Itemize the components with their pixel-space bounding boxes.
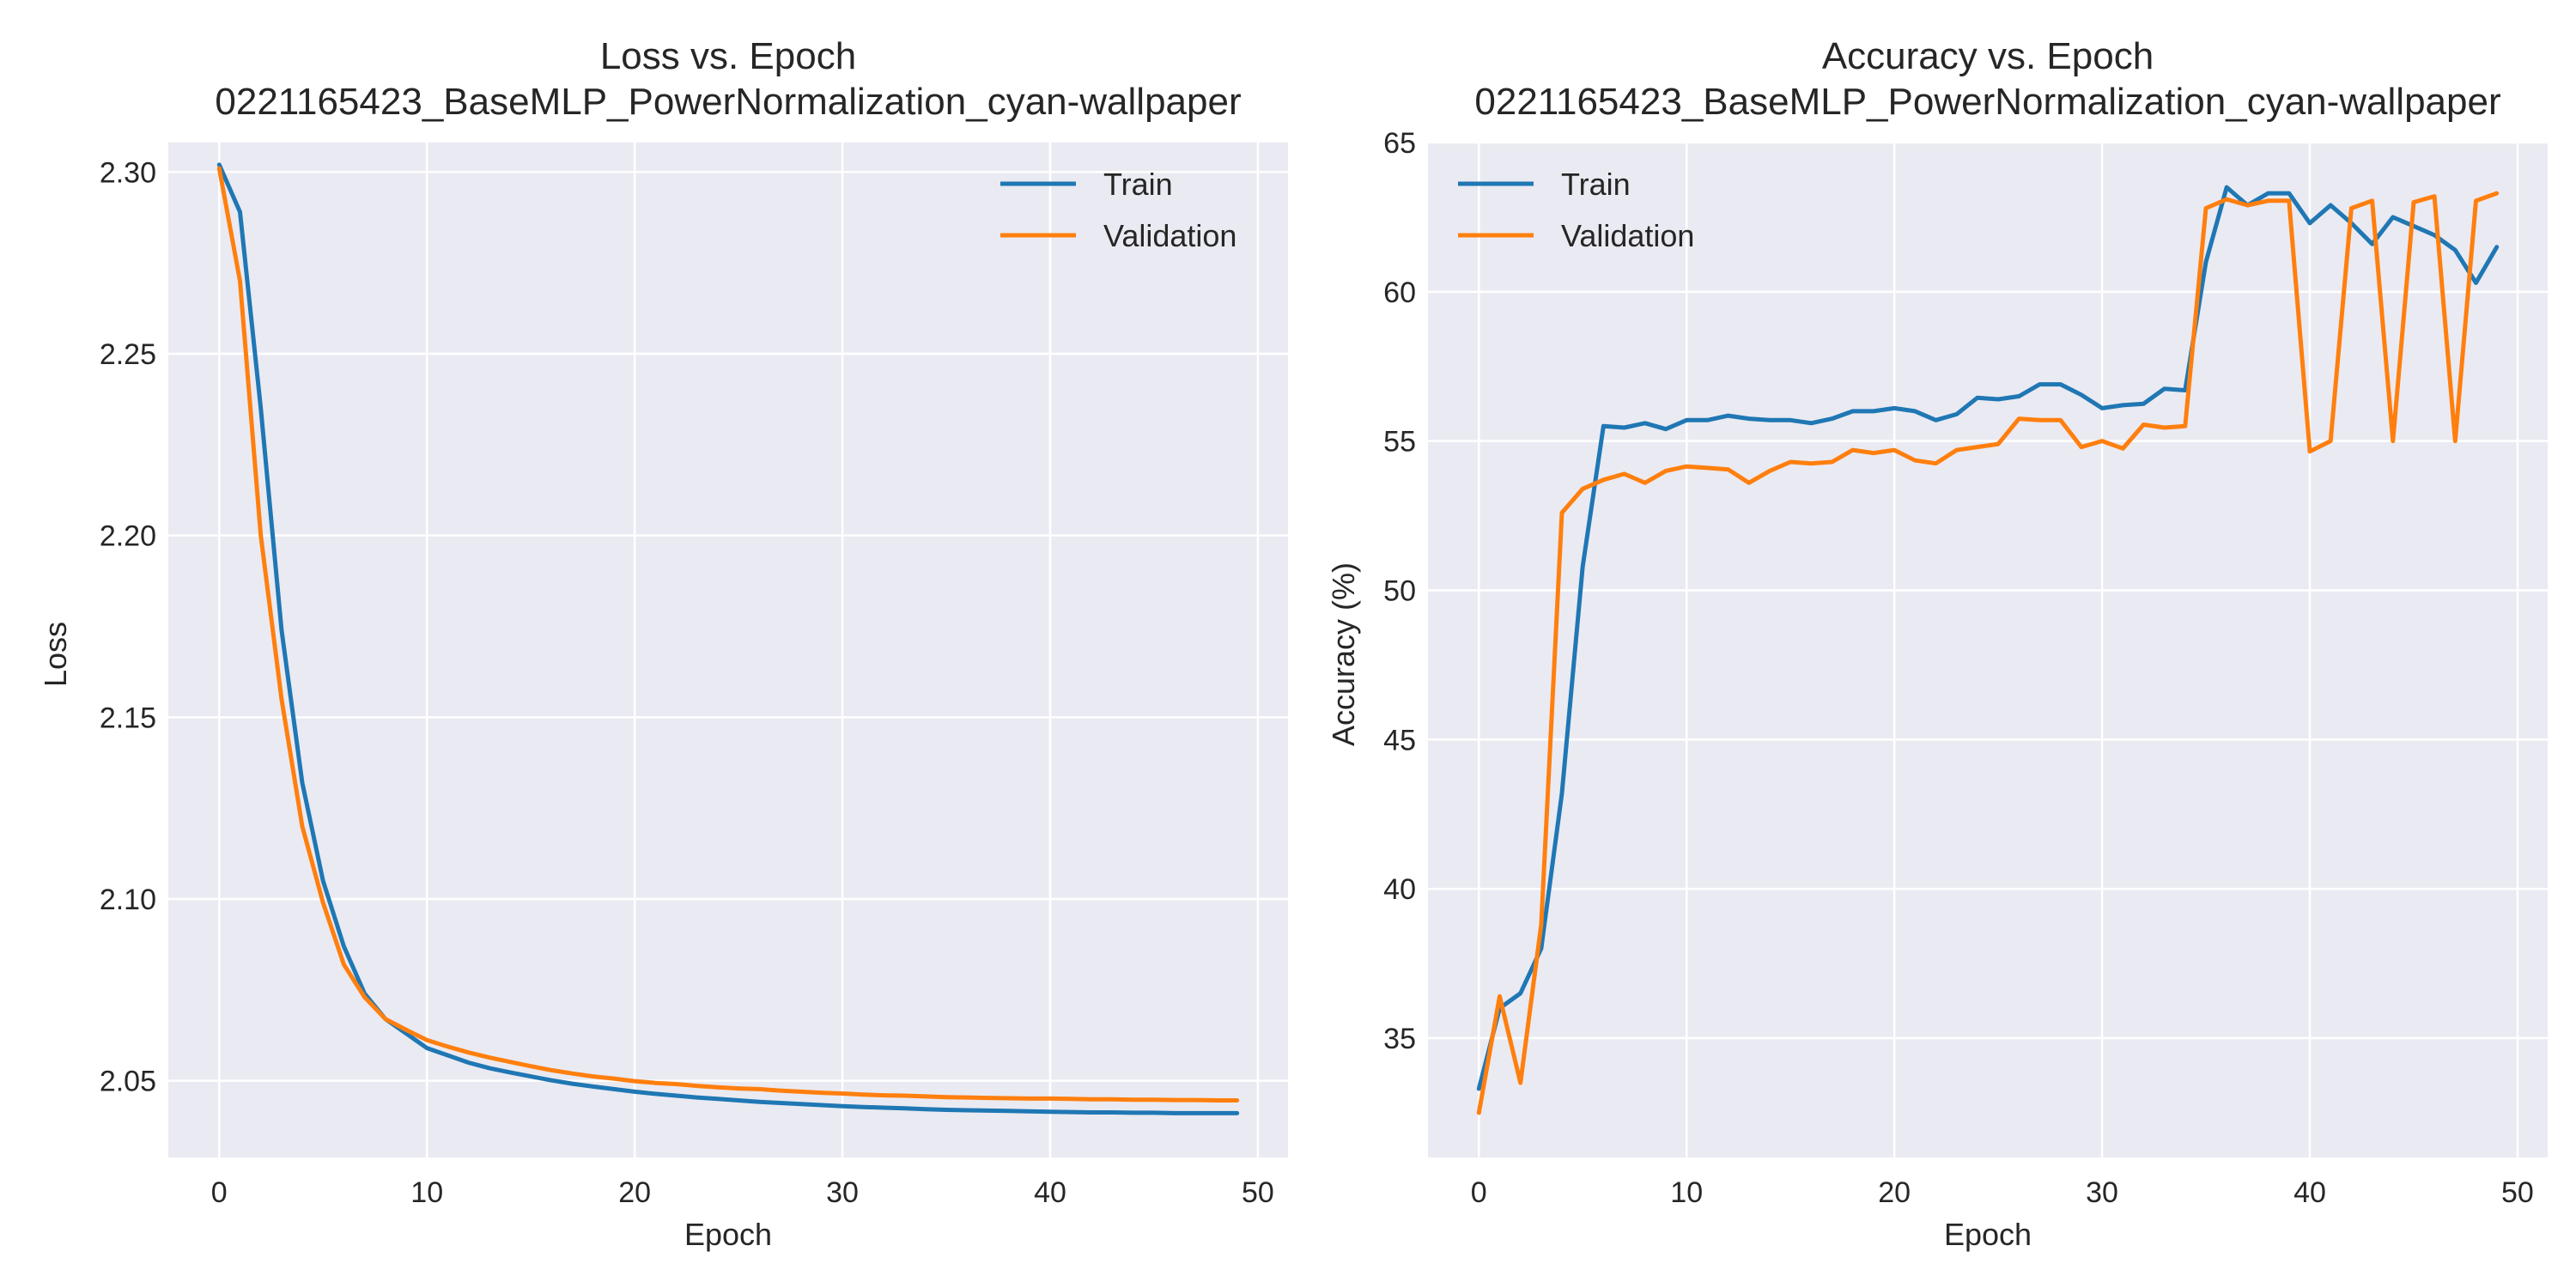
accuracy-y-tick-label: 65 — [1383, 127, 1416, 160]
accuracy-x-tick-labels: 0 10 20 30 40 50 — [1471, 1176, 2534, 1209]
loss-series-layer — [216, 162, 1240, 1115]
accuracy-x-tick-label: 30 — [2086, 1176, 2118, 1209]
accuracy-y-tick-labels: 35 40 45 50 55 60 65 — [1383, 127, 1416, 1055]
loss-y-tick-label: 2.05 — [100, 1066, 156, 1098]
legend-label-train: Train — [1103, 167, 1173, 202]
accuracy-validation-line — [1476, 191, 2500, 1115]
accuracy-chart-title: Accuracy vs. Epoch — [1822, 35, 2154, 77]
accuracy-train-line — [1476, 185, 2500, 1091]
loss-x-tick-label: 30 — [826, 1176, 859, 1209]
loss-x-tick-label: 40 — [1034, 1176, 1066, 1209]
loss-x-tick-label: 50 — [1242, 1176, 1274, 1209]
loss-y-axis-label: Loss — [38, 622, 73, 687]
accuracy-x-tick-label: 0 — [1471, 1176, 1487, 1209]
loss-y-tick-labels: 2.05 2.10 2.15 2.20 2.25 2.30 — [100, 156, 156, 1097]
loss-x-tick-label: 10 — [410, 1176, 443, 1209]
loss-chart: 0 10 20 30 40 50 2.05 2.10 2.15 2.20 2.25 2.30 Los… — [38, 35, 1288, 1252]
accuracy-x-tick-label: 50 — [2501, 1176, 2534, 1209]
legend-label-validation: Validation — [1103, 218, 1236, 253]
accuracy-y-tick-label: 35 — [1383, 1023, 1416, 1055]
loss-validation-line — [216, 166, 1240, 1103]
loss-x-tick-label: 20 — [618, 1176, 651, 1209]
accuracy-plot-area — [1428, 143, 2548, 1157]
accuracy-y-tick-label: 55 — [1383, 426, 1416, 459]
loss-x-axis-label: Epoch — [684, 1217, 772, 1252]
loss-x-tick-label: 0 — [211, 1176, 228, 1209]
accuracy-grid — [1428, 141, 2548, 1157]
loss-y-tick-label: 2.15 — [100, 702, 156, 734]
loss-plot-area — [168, 143, 1288, 1157]
accuracy-chart: 0 10 20 30 40 50 35 40 45 50 55 60 65 Accuracy vs. … — [1326, 35, 2548, 1252]
accuracy-chart-subtitle: 0221165423_BaseMLP_PowerNormalization_cy… — [1474, 81, 2500, 123]
accuracy-legend: Train Validation — [1458, 167, 1694, 253]
loss-y-tick-label: 2.20 — [100, 520, 156, 553]
accuracy-x-axis-label: Epoch — [1944, 1217, 2032, 1252]
accuracy-y-tick-label: 60 — [1383, 276, 1416, 309]
accuracy-x-tick-label: 10 — [1670, 1176, 1703, 1209]
loss-y-tick-label: 2.10 — [100, 884, 156, 916]
accuracy-series-layer — [1476, 185, 2500, 1115]
loss-chart-subtitle: 0221165423_BaseMLP_PowerNormalization_cy… — [215, 81, 1241, 123]
legend-label-validation: Validation — [1561, 218, 1694, 253]
accuracy-y-tick-label: 50 — [1383, 574, 1416, 607]
loss-chart-title: Loss vs. Epoch — [600, 35, 856, 77]
legend-label-train: Train — [1561, 167, 1631, 202]
loss-x-tick-labels: 0 10 20 30 40 50 — [211, 1176, 1274, 1209]
accuracy-y-tick-label: 45 — [1383, 724, 1416, 756]
loss-grid — [168, 143, 1288, 1157]
loss-legend: Train Validation — [1000, 167, 1236, 253]
accuracy-x-tick-label: 20 — [1878, 1176, 1911, 1209]
accuracy-x-tick-label: 40 — [2293, 1176, 2326, 1209]
accuracy-y-axis-label: Accuracy (%) — [1326, 562, 1361, 746]
loss-y-tick-label: 2.25 — [100, 338, 156, 371]
loss-y-tick-label: 2.30 — [100, 156, 156, 189]
accuracy-y-tick-label: 40 — [1383, 873, 1416, 906]
